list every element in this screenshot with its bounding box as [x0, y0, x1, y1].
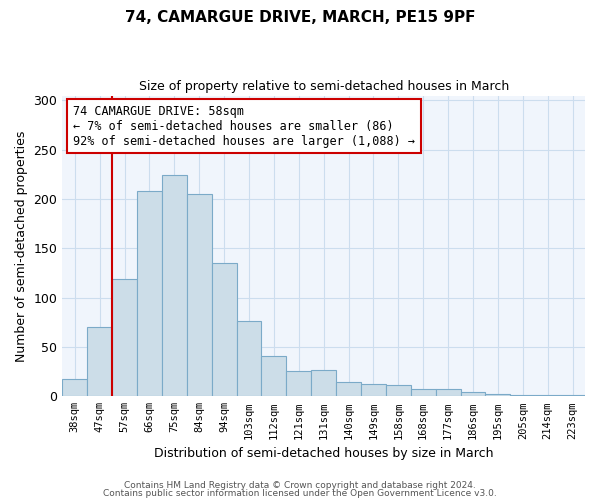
Bar: [112, 279, 137, 396]
Bar: [411, 390, 436, 396]
Text: Contains public sector information licensed under the Open Government Licence v3: Contains public sector information licen…: [103, 488, 497, 498]
Bar: [485, 394, 511, 396]
Bar: [386, 386, 411, 396]
Bar: [262, 356, 286, 397]
Bar: [212, 263, 236, 396]
Bar: [361, 384, 386, 396]
Bar: [162, 176, 187, 396]
Bar: [436, 390, 461, 396]
Bar: [137, 191, 162, 396]
Bar: [461, 392, 485, 396]
Bar: [62, 378, 87, 396]
Title: Size of property relative to semi-detached houses in March: Size of property relative to semi-detach…: [139, 80, 509, 93]
Bar: [336, 382, 361, 396]
Text: 74 CAMARGUE DRIVE: 58sqm
← 7% of semi-detached houses are smaller (86)
92% of se: 74 CAMARGUE DRIVE: 58sqm ← 7% of semi-de…: [73, 104, 415, 148]
Bar: [236, 322, 262, 396]
Text: Contains HM Land Registry data © Crown copyright and database right 2024.: Contains HM Land Registry data © Crown c…: [124, 481, 476, 490]
Bar: [311, 370, 336, 396]
Text: 74, CAMARGUE DRIVE, MARCH, PE15 9PF: 74, CAMARGUE DRIVE, MARCH, PE15 9PF: [125, 10, 475, 25]
Y-axis label: Number of semi-detached properties: Number of semi-detached properties: [15, 130, 28, 362]
Bar: [187, 194, 212, 396]
Bar: [286, 370, 311, 396]
Bar: [87, 328, 112, 396]
X-axis label: Distribution of semi-detached houses by size in March: Distribution of semi-detached houses by …: [154, 447, 493, 460]
